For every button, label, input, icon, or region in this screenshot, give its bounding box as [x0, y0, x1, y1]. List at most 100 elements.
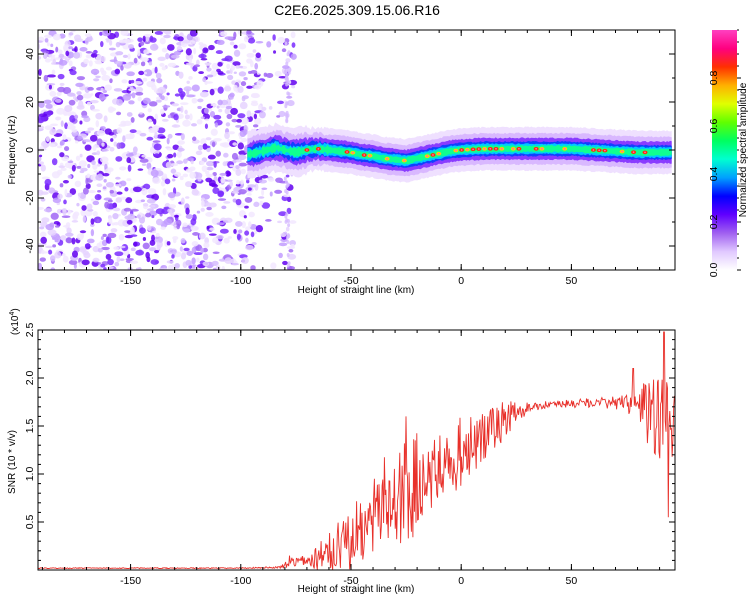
- noise-speckle: [224, 85, 232, 92]
- noise-speckle: [196, 59, 200, 66]
- snr-y-label: SNR (10 * v/v): [7, 430, 18, 494]
- ridge-peak-core: [500, 147, 503, 150]
- noise-speckle: [142, 236, 147, 242]
- noise-speckle: [65, 232, 74, 237]
- noise-speckle: [76, 76, 86, 81]
- noise-speckle: [209, 88, 215, 96]
- noise-speckle: [173, 50, 181, 56]
- noise-speckle: [273, 50, 277, 54]
- noise-speckle: [116, 256, 121, 263]
- noise-speckle: [85, 177, 89, 185]
- noise-speckle: [235, 65, 240, 69]
- noise-speckle: [185, 214, 194, 219]
- noise-speckle: [206, 67, 212, 72]
- noise-speckle: [71, 164, 76, 172]
- noise-speckle: [255, 224, 264, 233]
- noise-speckle: [166, 147, 173, 151]
- noise-speckle: [177, 147, 185, 152]
- noise-speckle: [213, 161, 217, 168]
- noise-speckle: [92, 257, 100, 263]
- noise-speckle: [76, 91, 82, 96]
- ridge-peak-core: [437, 152, 440, 155]
- noise-speckle: [206, 74, 214, 78]
- noise-speckle: [176, 224, 181, 230]
- noise-speckle: [126, 157, 132, 164]
- noise-speckle: [60, 167, 67, 172]
- noise-speckle: [199, 91, 209, 98]
- noise-speckle: [84, 144, 92, 151]
- noise-speckle: [38, 155, 42, 163]
- noise-speckle: [237, 154, 247, 161]
- noise-speckle: [197, 144, 203, 151]
- noise-speckle: [52, 33, 61, 41]
- noise-speckle: [107, 232, 117, 239]
- noise-speckle: [53, 220, 60, 225]
- noise-speckle: [101, 148, 109, 152]
- noise-speckle: [230, 262, 240, 266]
- noise-speckle: [241, 96, 246, 102]
- noise-speckle: [52, 197, 62, 204]
- noise-speckle: [52, 244, 57, 248]
- noise-speckle: [196, 257, 200, 263]
- noise-speckle: [240, 81, 247, 87]
- noise-speckle: [182, 119, 191, 127]
- ridge-peak-core: [351, 151, 354, 154]
- noise-speckle: [39, 161, 45, 165]
- noise-speckle: [238, 229, 243, 234]
- noise-speckle: [84, 243, 90, 248]
- noise-speckle: [255, 40, 264, 44]
- noise-speckle: [90, 229, 95, 237]
- noise-speckle: [227, 236, 233, 239]
- noise-speckle: [253, 84, 262, 90]
- noise-speckle: [102, 186, 107, 190]
- noise-speckle: [233, 44, 238, 49]
- x-tick-label: -150: [120, 575, 141, 587]
- noise-speckle: [97, 262, 101, 265]
- noise-speckle: [67, 209, 71, 215]
- noise-speckle: [176, 46, 183, 52]
- noise-speckle: [126, 71, 135, 77]
- noise-speckle: [43, 74, 49, 82]
- noise-speckle: [135, 91, 144, 96]
- noise-speckle: [205, 202, 212, 207]
- noise-speckle: [276, 115, 281, 118]
- noise-speckle: [178, 71, 184, 79]
- noise-speckle: [286, 95, 293, 99]
- noise-speckle: [143, 183, 151, 190]
- noise-speckle: [120, 65, 124, 71]
- noise-speckle: [115, 183, 122, 187]
- noise-speckle: [83, 139, 91, 143]
- noise-speckle: [132, 241, 138, 247]
- noise-speckle: [269, 191, 273, 197]
- noise-speckle: [159, 136, 166, 139]
- noise-speckle: [45, 103, 53, 109]
- y-tick-label: 2.5: [24, 323, 36, 338]
- noise-speckle: [291, 42, 296, 48]
- noise-speckle: [137, 96, 142, 102]
- noise-speckle: [243, 77, 248, 81]
- noise-speckle: [38, 189, 44, 196]
- noise-speckle: [59, 82, 65, 87]
- noise-speckle: [146, 225, 152, 231]
- noise-speckle: [174, 132, 184, 136]
- noise-speckle: [284, 41, 288, 46]
- noise-speckle: [44, 38, 49, 43]
- noise-speckle: [218, 108, 223, 113]
- noise-speckle: [283, 70, 287, 75]
- noise-speckle: [204, 123, 209, 129]
- noise-speckle: [254, 62, 259, 70]
- noise-speckle: [244, 230, 250, 236]
- noise-speckle: [116, 98, 123, 106]
- noise-speckle: [216, 39, 225, 46]
- noise-speckle: [235, 220, 243, 227]
- noise-speckle: [171, 178, 176, 182]
- noise-speckle: [186, 80, 190, 84]
- colorbar: [712, 30, 737, 270]
- noise-speckle: [154, 153, 159, 157]
- noise-speckle: [266, 72, 274, 79]
- noise-speckle: [186, 94, 196, 98]
- snr-plot-frame: [37, 329, 676, 571]
- noise-speckle: [290, 53, 297, 60]
- noise-speckle: [149, 146, 155, 154]
- noise-speckle: [40, 197, 46, 202]
